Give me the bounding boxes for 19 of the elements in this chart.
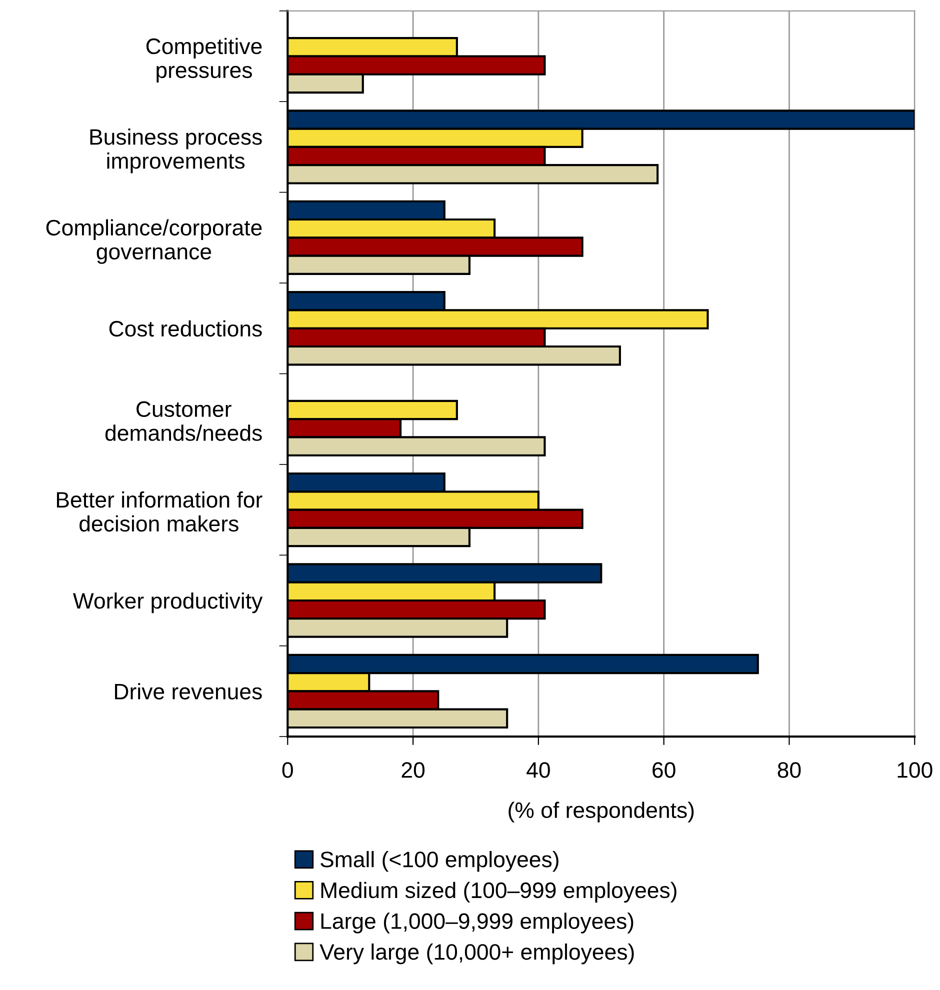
y-tick-label: Drive revenues [115, 683, 262, 700]
x-tick-label: 0 [282, 762, 293, 778]
y-tick-label: Competitive pressures [146, 38, 262, 82]
x-tick-label: 80 [778, 762, 801, 778]
legend-label: Small (<100 employees) [320, 851, 558, 872]
y-tick-label: Cost reductions [109, 320, 262, 337]
legend-label: Large (1,000–9,999 employees) [321, 912, 634, 934]
y-tick-label: Compliance/corporate governance [46, 219, 262, 264]
y-tick-label: Customer demands/needs [105, 401, 262, 441]
x-tick-label: 100 [898, 762, 932, 778]
x-tick-label: 20 [402, 762, 425, 778]
x-axis-title: (% of respondents) [508, 802, 694, 822]
legend-label: Medium sized (100–999 employees) [321, 882, 676, 903]
x-tick-label: 40 [526, 762, 550, 778]
y-tick-label: Better information for decision makers [56, 491, 262, 532]
y-tick-label: Worker productivity [72, 592, 263, 614]
x-tick-label: 60 [652, 762, 676, 778]
y-tick-label: Business process improvements [90, 128, 262, 174]
legend-label: Very large (10,000+ employees) [320, 944, 634, 964]
